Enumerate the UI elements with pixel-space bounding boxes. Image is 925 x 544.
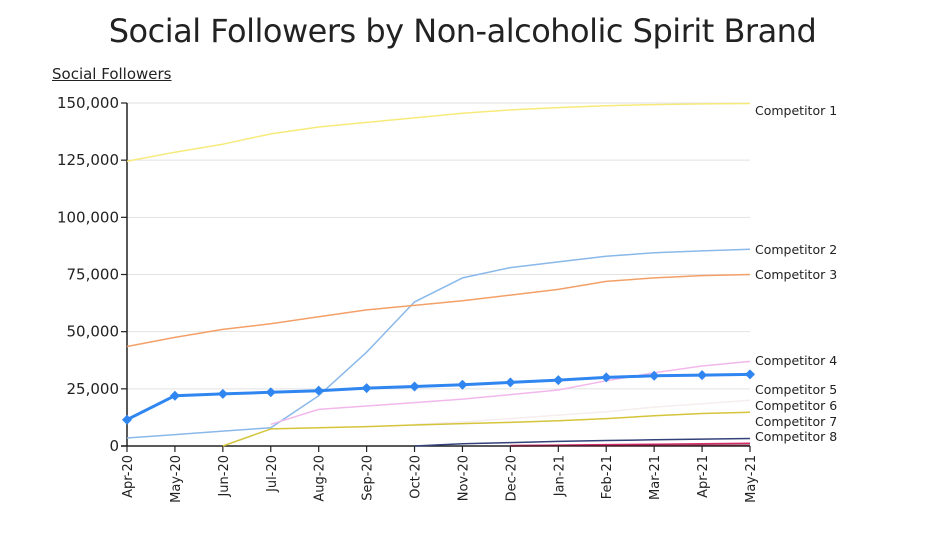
gridlines [127,102,750,390]
series-lines [122,102,755,447]
series-label-competitor-3: Competitor 3 [755,267,837,282]
series-line-competitor-1 [126,102,751,163]
x-tick-label: Oct-20 [409,455,424,499]
y-tick-label: 150,000 [57,94,119,112]
x-tick-label: Dec-20 [504,455,519,501]
data-point-apr-21 [697,370,708,381]
x-axis: Apr-20 May-20 Jun-20 Jul-20 Aug-20 Sep-20 Oct-… [121,445,759,503]
data-point-feb-21 [601,372,612,383]
x-tick-label: Aug-20 [313,455,328,502]
x-tick-label: Jul-20 [265,455,280,493]
chart-title: Social Followers by Non-alcoholic Spirit… [108,12,817,50]
data-point-dec-20 [505,377,516,388]
data-point-aug-20 [313,385,324,396]
y-axis: 0 25,000 50,000 75,000 100,000 125,000 150,000 [57,94,128,455]
data-point-jan-21 [553,375,564,386]
series-line-competitor-5 [414,399,751,426]
x-tick-label: Feb-21 [600,455,615,499]
x-tick-label: Sep-20 [361,455,376,501]
y-tick-label: 100,000 [57,208,119,226]
y-tick-label: 25,000 [67,380,120,398]
series-label-competitor-2: Competitor 2 [755,242,837,257]
data-point-nov-20 [457,379,468,390]
series-label-competitor-6: Competitor 6 [755,398,837,413]
series-label-competitor-5: Competitor 5 [755,382,837,397]
data-point-mar-21 [649,370,660,381]
x-tick-label: May-20 [169,455,184,503]
y-tick-label: 50,000 [67,323,120,341]
x-tick-label: Jan-21 [552,455,567,497]
series-line-competitor-2 [126,248,751,439]
data-point-may-20 [169,390,180,401]
data-point-apr-20 [122,414,132,425]
series-label-competitor-1: Competitor 1 [755,103,837,118]
x-tick-label: Apr-21 [696,455,711,498]
x-tick-label: Jun-20 [217,455,232,498]
x-tick-label: Mar-21 [648,455,663,500]
data-point-sep-20 [361,383,372,394]
series-label-competitor-8: Competitor 8 [755,429,837,444]
series-line-other [510,444,751,447]
data-point-may-21 [745,369,755,380]
series-line-featured-brand [126,372,751,422]
x-tick-label: May-21 [744,455,759,503]
series-labels: Competitor 1 Competitor 2 Competitor 3 Comp… [755,103,837,444]
y-tick-label: 0 [109,437,119,455]
data-point-oct-20 [409,381,420,392]
y-tick-label: 125,000 [57,151,119,169]
y-axis-title: Social Followers [52,65,172,83]
series-line-competitor-4 [270,360,751,426]
series-line-competitor-3 [126,273,751,348]
data-point-jun-20 [217,388,228,399]
series-line-competitor-7 [414,437,751,447]
x-tick-label: Nov-20 [456,455,471,501]
series-line-competitor-6 [222,411,751,447]
x-tick-label: Apr-20 [121,455,136,498]
y-tick-label: 75,000 [67,266,120,284]
series-label-competitor-7: Competitor 7 [755,414,837,429]
series-label-competitor-4: Competitor 4 [755,353,837,368]
data-point-jul-20 [265,387,276,398]
